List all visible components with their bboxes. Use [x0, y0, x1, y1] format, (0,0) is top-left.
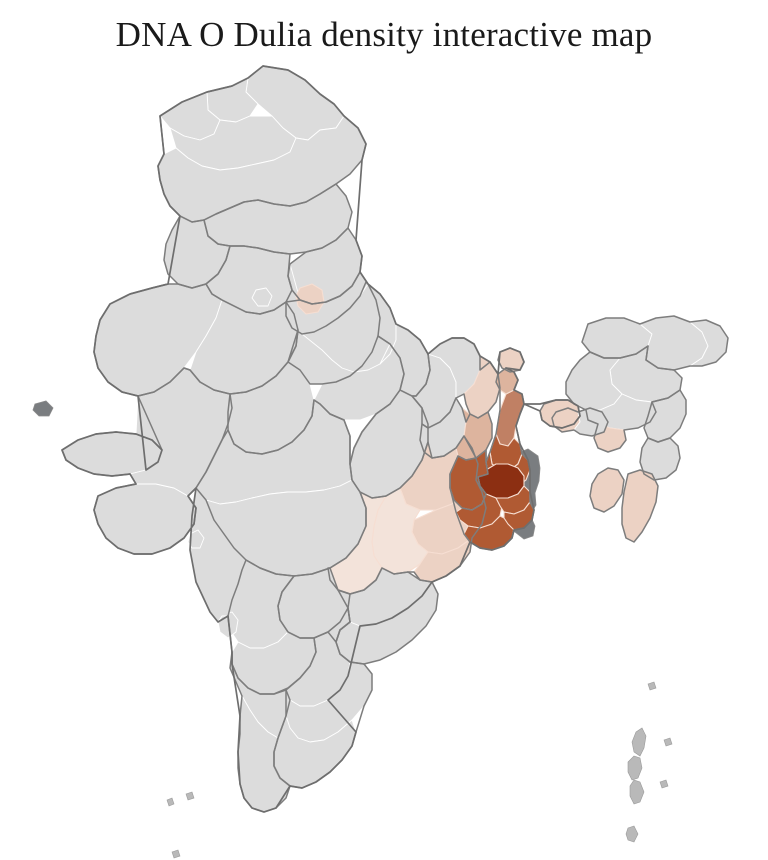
- neighbour-kutch-rann: [32, 400, 54, 417]
- district-mumbai[interactable]: [187, 529, 205, 549]
- island-dot-east-1: [663, 737, 673, 747]
- island-andaman-north: [631, 727, 647, 757]
- district-delhi[interactable]: [251, 287, 273, 307]
- island-group: [166, 681, 673, 859]
- state-border-haryana: [205, 245, 293, 315]
- page-title: DNA O Dulia density interactive map: [115, 15, 653, 54]
- island-lakshadweep-1: [166, 797, 175, 807]
- state-border-meghalaya: [551, 407, 609, 437]
- district-up-isolated-tinted[interactable]: [295, 283, 325, 315]
- india-district-group[interactable]: [61, 65, 729, 813]
- district-mizoram-tinted[interactable]: [621, 469, 659, 543]
- map-canvas[interactable]: [0, 56, 768, 860]
- island-andaman-little: [625, 825, 639, 843]
- island-andaman-middle: [627, 755, 643, 781]
- island-lakshadweep-2: [185, 791, 195, 801]
- island-andaman-south: [629, 779, 645, 805]
- country-outline-group: [61, 65, 581, 813]
- india-choropleth-map[interactable]: [0, 56, 768, 860]
- state-border-tripura: [589, 467, 625, 513]
- state-border-arunachal: [581, 315, 729, 371]
- island-lakshadweep-3: [171, 849, 181, 859]
- island-dot-north: [647, 681, 657, 691]
- india-national-boundary: [61, 65, 581, 813]
- island-dot-east-2: [659, 779, 669, 789]
- district-tripura-tinted[interactable]: [589, 467, 625, 513]
- state-border-tamilnadu: [273, 607, 373, 789]
- state-border-mizoram: [621, 469, 659, 543]
- district-saurashtra[interactable]: [93, 483, 197, 555]
- state-border-manipur: [639, 437, 681, 481]
